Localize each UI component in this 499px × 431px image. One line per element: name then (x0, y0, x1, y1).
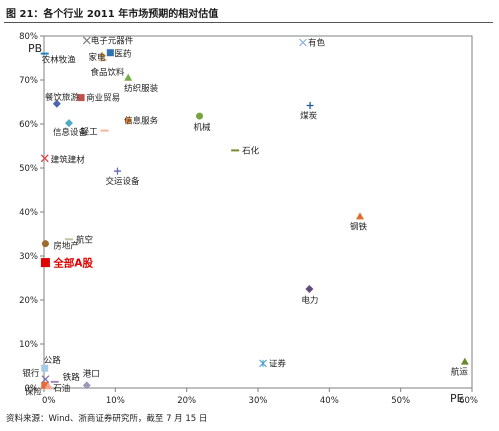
x-tick-label: 40% (320, 396, 339, 406)
point-label: 餐饮旅游 (45, 92, 80, 103)
point-label: 信息设备 (53, 127, 88, 138)
point-label: 交运设备 (105, 176, 140, 187)
data-point (64, 119, 73, 128)
y-tick-label: 0% (25, 384, 39, 394)
data-point (40, 258, 50, 268)
data-point (106, 49, 114, 57)
y-tick-label: 10% (19, 340, 38, 350)
data-point (98, 52, 106, 60)
point-label: 电子元器件 (91, 35, 134, 46)
point-label: 信息服务 (124, 115, 159, 126)
point-label: 公路 (44, 355, 62, 366)
point-label: 航空 (76, 234, 93, 245)
point-label: 石化 (242, 145, 260, 156)
y-tick-label: 70% (19, 76, 38, 86)
x-tick-label: 20% (177, 396, 196, 406)
data-point (196, 112, 204, 120)
y-tick-label: 40% (19, 208, 38, 218)
data-point (44, 382, 53, 390)
data-point (113, 167, 121, 175)
point-label: 证券 (269, 358, 287, 369)
data-point (77, 94, 85, 102)
point-label: 石油 (53, 383, 70, 394)
chart-title: 图 21：各个行业 2011 年市场预期的相对估值 (6, 9, 219, 20)
point-label: 建筑建材 (51, 154, 86, 165)
x-tick-label: 50% (391, 396, 410, 406)
data-point (40, 154, 49, 163)
point-label: 煤炭 (300, 111, 318, 122)
data-point (41, 381, 49, 389)
y-axis-label: PB (28, 42, 42, 55)
data-point (306, 102, 314, 110)
point-label: 纺织服装 (124, 83, 159, 94)
data-point (305, 285, 314, 293)
data-point (356, 212, 365, 220)
data-point (41, 375, 50, 384)
data-point (299, 38, 307, 47)
x-tick-label: 30% (249, 396, 268, 406)
data-point (82, 36, 91, 45)
y-tick-label: 80% (19, 32, 38, 42)
data-point (124, 116, 132, 124)
y-tick-label: 50% (19, 164, 38, 174)
point-label: 机械 (194, 122, 212, 133)
y-tick-label: 20% (19, 296, 38, 306)
source-note: 资料来源：Wind、浙商证券研究所，截至 7 月 15 日 (6, 414, 208, 424)
point-label: 电力 (301, 295, 318, 306)
title-divider (4, 22, 493, 23)
y-tick-label: 60% (19, 120, 38, 130)
point-label: 食品饮料 (90, 67, 125, 78)
point-label: 钢铁 (350, 221, 368, 232)
point-label: 港口 (83, 368, 100, 379)
point-label: 有色 (308, 38, 326, 49)
point-label: 银行 (22, 368, 40, 379)
data-point (124, 73, 133, 81)
point-label: 医药 (114, 49, 131, 60)
data-point (41, 240, 49, 248)
x-tick-label: 10% (106, 396, 125, 406)
y-tick-label: 30% (19, 252, 38, 262)
point-label: 轻工 (81, 127, 99, 138)
point-label: 铁路 (63, 372, 81, 383)
data-point (460, 357, 469, 365)
x-tick-label: 60% (459, 396, 478, 406)
data-point (41, 364, 49, 372)
data-point (52, 99, 61, 108)
data-point (82, 381, 91, 390)
data-point (259, 359, 267, 368)
x-tick-label: 0% (42, 396, 56, 406)
point-label: 农林牧渔 (42, 55, 77, 66)
x-axis-label: PE (450, 392, 464, 405)
point-label: 家电 (88, 52, 106, 63)
plot-frame (43, 35, 473, 389)
point-label: 保险 (25, 386, 43, 397)
point-label: 商业贸易 (86, 93, 120, 104)
point-label: 全部A股 (52, 257, 93, 270)
point-label: 航运 (451, 367, 469, 378)
point-label: 房地产 (53, 241, 79, 252)
